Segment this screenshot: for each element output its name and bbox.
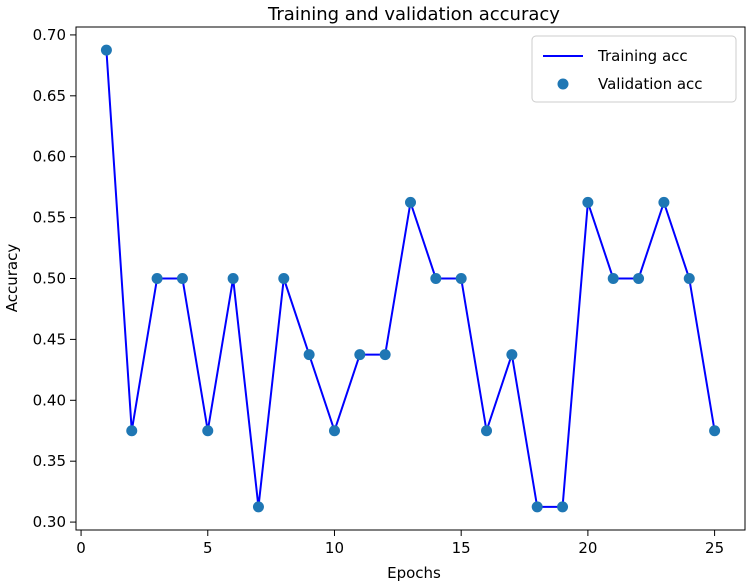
validation-point bbox=[126, 425, 138, 437]
x-tick-label: 10 bbox=[325, 539, 344, 557]
validation-point bbox=[531, 501, 543, 513]
x-tick-label: 25 bbox=[705, 539, 724, 557]
y-tick-label: 0.55 bbox=[33, 209, 66, 227]
y-tick-label: 0.50 bbox=[33, 270, 66, 288]
y-tick-label: 0.40 bbox=[33, 391, 66, 409]
validation-point bbox=[607, 273, 619, 284]
validation-point bbox=[481, 425, 493, 437]
validation-point bbox=[328, 425, 340, 437]
x-tick-label: 20 bbox=[578, 539, 597, 557]
chart-title: Training and validation accuracy bbox=[267, 4, 560, 25]
legend-box bbox=[531, 35, 737, 103]
validation-point bbox=[683, 273, 695, 284]
validation-point bbox=[658, 196, 670, 208]
validation-point bbox=[455, 273, 467, 284]
validation-point bbox=[633, 273, 645, 284]
y-tick-label: 0.45 bbox=[33, 330, 66, 348]
x-tick-label: 0 bbox=[76, 539, 86, 557]
validation-point bbox=[709, 425, 721, 437]
validation-point bbox=[303, 349, 315, 361]
validation-point bbox=[405, 196, 416, 208]
y-tick-label: 0.65 bbox=[33, 87, 66, 105]
validation-point bbox=[582, 196, 594, 208]
validation-point bbox=[506, 349, 518, 361]
y-tick-label: 0.60 bbox=[33, 148, 66, 166]
validation-point bbox=[100, 44, 112, 56]
x-axis: 0 5 10 15 20 25 bbox=[76, 530, 724, 557]
validation-point bbox=[379, 349, 391, 361]
legend-training-label: Training acc bbox=[597, 47, 688, 65]
validation-point bbox=[176, 273, 188, 284]
y-tick-label: 0.30 bbox=[33, 513, 66, 531]
legend-validation-swatch bbox=[557, 78, 569, 90]
x-axis-label: Epochs bbox=[387, 564, 441, 582]
validation-point bbox=[278, 273, 290, 284]
y-tick-label: 0.70 bbox=[33, 26, 66, 44]
validation-point bbox=[227, 273, 239, 284]
legend-validation-label: Validation acc bbox=[598, 75, 703, 93]
validation-point bbox=[252, 501, 264, 513]
validation-point bbox=[354, 349, 366, 361]
validation-point bbox=[430, 273, 442, 284]
y-tick-label: 0.35 bbox=[33, 452, 66, 470]
plot-area bbox=[100, 44, 721, 513]
legend: Training acc Validation acc bbox=[531, 35, 737, 103]
validation-point bbox=[151, 273, 163, 284]
series-line-training-acc bbox=[105, 50, 716, 508]
x-tick-label: 5 bbox=[203, 539, 213, 557]
validation-point bbox=[202, 425, 214, 437]
validation-point bbox=[557, 501, 569, 513]
y-axis-label: Accuracy bbox=[3, 244, 21, 313]
x-tick-label: 15 bbox=[452, 539, 471, 557]
y-axis: 0.30 0.35 0.40 0.45 0.50 0.55 0.60 0.65 0.70 bbox=[33, 26, 76, 531]
